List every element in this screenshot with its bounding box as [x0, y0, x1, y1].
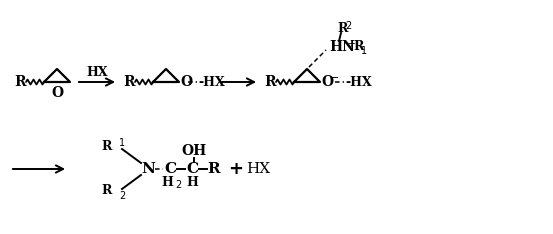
Text: R: R [208, 162, 220, 176]
Text: 2: 2 [345, 21, 351, 31]
Text: R: R [102, 140, 112, 154]
Text: O: O [51, 86, 63, 100]
Text: O: O [321, 75, 333, 89]
Text: 2: 2 [119, 191, 125, 201]
Text: O: O [180, 75, 192, 89]
Text: HN: HN [329, 40, 355, 54]
Text: R: R [102, 184, 112, 197]
Text: OH: OH [181, 144, 207, 158]
Text: −: − [330, 73, 340, 83]
Text: HX: HX [86, 66, 108, 80]
Text: -HX: -HX [345, 76, 372, 88]
Text: H: H [186, 176, 198, 189]
Text: R: R [264, 75, 275, 89]
Text: R: R [123, 75, 134, 89]
Text: R: R [14, 75, 25, 89]
Text: HX: HX [246, 162, 270, 176]
Text: R: R [337, 22, 347, 36]
Text: H: H [161, 176, 173, 189]
Text: C: C [186, 162, 198, 176]
Text: 1: 1 [361, 46, 367, 56]
Text: C: C [164, 162, 176, 176]
Text: R: R [353, 40, 363, 54]
Text: +: + [347, 39, 356, 49]
Text: 2: 2 [175, 180, 181, 190]
Text: 1: 1 [119, 138, 125, 148]
Text: -HX: -HX [198, 76, 225, 88]
Text: +: + [228, 160, 243, 178]
Text: N: N [141, 162, 155, 176]
